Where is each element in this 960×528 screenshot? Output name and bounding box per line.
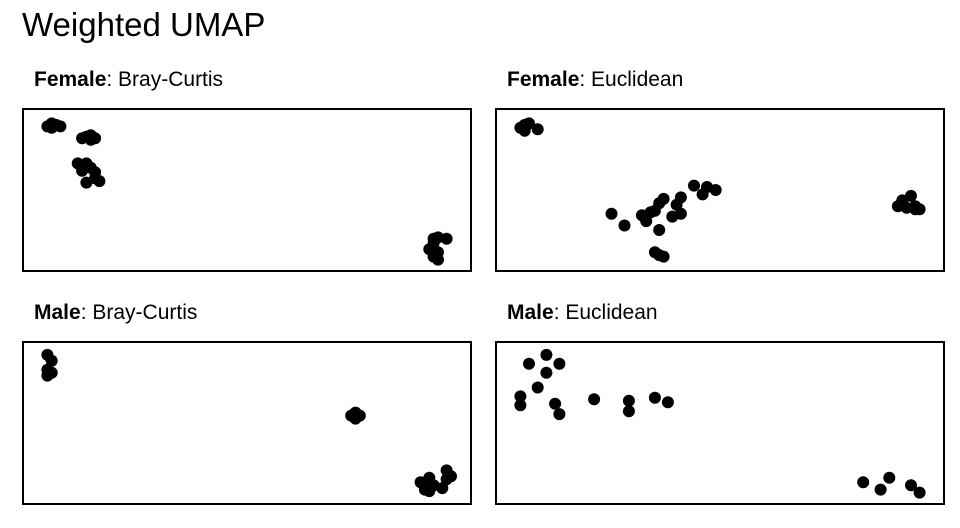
scatter-point [523, 357, 535, 370]
scatter-point [905, 479, 917, 492]
panel-title-sex: Female [507, 68, 580, 91]
scatter-point [618, 219, 631, 232]
panel-male-euclidean: Male: Euclidean [495, 301, 945, 521]
scatter-point [531, 381, 544, 394]
scatter-point [648, 391, 661, 404]
scatter-point [518, 124, 531, 137]
scatter-point [653, 224, 666, 236]
scatter-plot [22, 108, 472, 272]
scatter-point [661, 396, 674, 409]
scatter-point [553, 357, 566, 370]
scatter-point [514, 390, 527, 403]
scatter-point [514, 399, 527, 412]
panel-title-metric: Bray-Curtis [92, 301, 198, 324]
panel-title: Male: Bray-Curtis [34, 301, 198, 324]
scatter-point [674, 191, 687, 204]
plot-frame [495, 341, 945, 505]
scatter-point [688, 179, 700, 192]
scatter-point [540, 348, 553, 361]
scatter-point [588, 393, 601, 406]
plot-frame [495, 108, 945, 272]
scatter-point [553, 408, 566, 421]
main-title: Weighted UMAP [22, 6, 266, 43]
panel-title-sex: Male [34, 301, 81, 324]
scatter-point [883, 471, 896, 484]
scatter-point [54, 120, 67, 133]
panel-female-bray-curtis: Female: Bray-Curtis [22, 68, 472, 288]
scatter-point [93, 175, 106, 188]
scatter-point [696, 188, 709, 201]
scatter-point [657, 250, 670, 263]
scatter-point [432, 253, 444, 266]
panel-title: Female: Euclidean [507, 68, 684, 91]
scatter-point [657, 192, 670, 205]
panel-title-sex: Male [507, 301, 554, 324]
plot-frame [22, 108, 472, 272]
scatter-plot [22, 341, 472, 505]
panel-title-sex: Female [34, 68, 107, 91]
panel-title: Male: Euclidean [507, 301, 658, 324]
scatter-point [874, 483, 887, 496]
scatter-point [644, 206, 657, 219]
panel-female-euclidean: Female: Euclidean [495, 68, 945, 288]
scatter-point [891, 200, 904, 213]
scatter-point [913, 486, 926, 499]
scatter-point [540, 366, 553, 379]
scatter-point [84, 129, 97, 142]
scatter-point [440, 232, 453, 245]
scatter-point [45, 354, 58, 367]
scatter-point [349, 412, 362, 425]
panel-title-metric: Euclidean [591, 68, 684, 91]
panel-male-bray-curtis: Male: Bray-Curtis [22, 301, 472, 521]
scatter-point [709, 184, 722, 196]
plot-frame [22, 341, 472, 505]
panel-title-metric: Euclidean [565, 301, 658, 324]
scatter-point [41, 369, 54, 382]
scatter-plot [495, 341, 945, 505]
scatter-point [605, 207, 618, 220]
scatter-point [549, 397, 562, 410]
scatter-point [674, 207, 687, 220]
scatter-point [905, 189, 917, 202]
panel-title: Female: Bray-Curtis [34, 68, 224, 91]
scatter-point [622, 405, 635, 418]
panel-title-metric: Bray-Curtis [118, 68, 224, 91]
scatter-plot [495, 108, 945, 272]
scatter-point [418, 483, 431, 496]
scatter-point [857, 476, 870, 489]
scatter-point [622, 394, 635, 407]
scatter-point [436, 482, 449, 495]
scatter-point [913, 203, 926, 216]
scatter-point [440, 473, 453, 486]
scatter-point [531, 123, 544, 136]
